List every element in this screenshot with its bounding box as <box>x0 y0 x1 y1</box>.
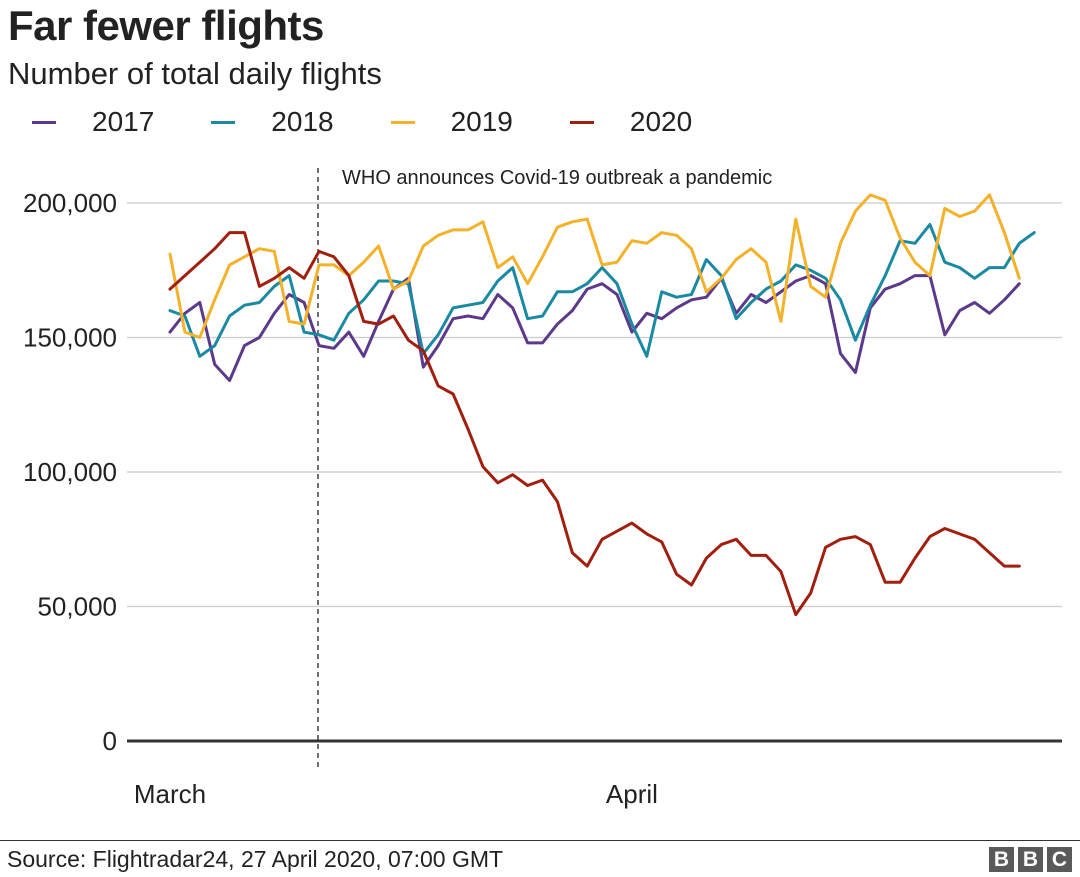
legend-label-2020: 2020 <box>629 106 693 137</box>
y-tick-label: 150,000 <box>23 323 117 353</box>
legend-swatch-2017 <box>32 120 56 124</box>
bbc-logo-block: C <box>1047 847 1072 872</box>
y-tick-label: 50,000 <box>37 592 117 622</box>
x-tick-label: April <box>606 779 658 809</box>
series-line-2020 <box>168 231 1021 617</box>
series-line-2019 <box>168 193 1021 339</box>
legend-swatch-2020 <box>569 120 594 124</box>
x-axis-tick-labels: March April <box>134 779 658 809</box>
source-note: Source: Flightradar24, 27 April 2020, 07… <box>7 846 504 872</box>
y-axis-tick-labels: 0 50,000 100,000 150,000 200,000 <box>23 188 117 756</box>
legend-item-2020: 2020 <box>569 106 693 138</box>
gridlines <box>127 202 1062 608</box>
legend-label-2018: 2018 <box>271 106 334 137</box>
footer-divider <box>0 840 1080 841</box>
x-tick-label: March <box>134 779 206 809</box>
legend-swatch-2019 <box>390 120 415 124</box>
series-line-2017 <box>168 274 1021 382</box>
y-tick-label: 100,000 <box>23 457 117 487</box>
legend-item-2017: 2017 <box>32 106 154 138</box>
series-line-2018 <box>168 223 1036 358</box>
chart-title: Far fewer flights <box>8 2 324 49</box>
legend-item-2019: 2019 <box>390 106 513 138</box>
legend-label-2017: 2017 <box>92 106 155 137</box>
bbc-logo-block: B <box>1018 847 1043 872</box>
legend-item-2018: 2018 <box>211 106 334 138</box>
annotation-label: WHO announces Covid-19 outbreak a pandem… <box>342 167 772 189</box>
bbc-logo-block: B <box>989 847 1014 872</box>
y-tick-label: 200,000 <box>23 188 117 218</box>
legend: 2017 2018 2019 2020 <box>32 104 749 140</box>
bbc-logo: B B C <box>985 847 1072 872</box>
annotation: WHO announces Covid-19 outbreak a pandem… <box>317 167 772 770</box>
legend-label-2019: 2019 <box>450 106 513 137</box>
chart-subtitle: Number of total daily flights <box>8 56 382 91</box>
y-tick-label: 0 <box>103 726 117 756</box>
legend-swatch-2018 <box>211 120 236 124</box>
series-lines <box>168 193 1036 617</box>
